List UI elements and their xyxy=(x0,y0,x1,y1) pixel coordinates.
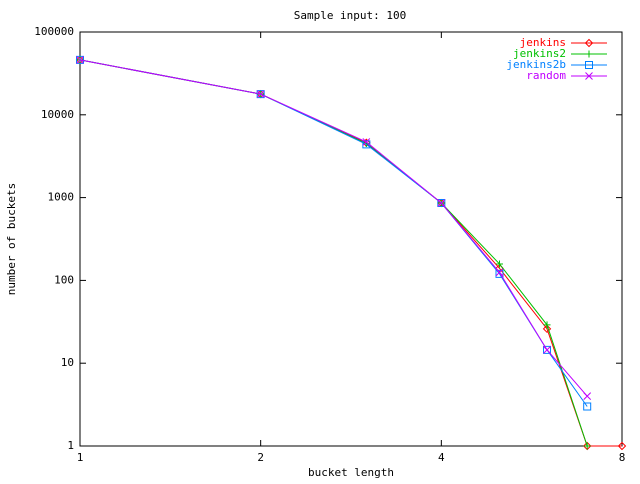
marker xyxy=(256,90,265,98)
legend-label: random xyxy=(526,69,566,82)
y-tick-label: 100000 xyxy=(34,25,74,38)
legend-label: jenkins2b xyxy=(506,58,566,71)
y-axis-label: number of buckets xyxy=(5,183,18,296)
marker xyxy=(76,55,84,64)
y-tick-label: 1 xyxy=(67,439,74,452)
marker xyxy=(543,321,551,329)
chart-title: Sample input: 100 xyxy=(294,9,407,22)
marker xyxy=(585,72,593,80)
series-line xyxy=(79,59,588,447)
y-tick-label: 1000 xyxy=(48,191,75,204)
marker xyxy=(585,50,593,58)
legend-label: jenkins2 xyxy=(513,47,566,60)
marker xyxy=(495,260,503,268)
y-tick-label: 100 xyxy=(54,273,74,286)
marker xyxy=(76,56,84,64)
marker xyxy=(583,402,592,411)
x-axis-label: bucket length xyxy=(308,466,394,479)
marker xyxy=(362,138,371,146)
x-tick-label: 2 xyxy=(257,451,264,464)
series-line xyxy=(79,59,622,447)
marker xyxy=(585,61,593,69)
marker xyxy=(542,324,552,334)
series-line xyxy=(79,59,588,397)
marker xyxy=(617,441,627,451)
marker xyxy=(256,90,265,99)
marker xyxy=(583,442,591,450)
series-line xyxy=(79,59,588,407)
y-tick-label: 10 xyxy=(61,356,74,369)
x-tick-label: 1 xyxy=(77,451,84,464)
marker xyxy=(543,345,551,354)
x-tick-label: 8 xyxy=(619,451,626,464)
legend-label: jenkins xyxy=(520,36,566,49)
x-tick-label: 4 xyxy=(438,451,445,464)
marker xyxy=(583,392,592,401)
plot-frame xyxy=(79,31,623,447)
marker xyxy=(437,199,446,207)
y-tick-label: 10000 xyxy=(41,108,74,121)
marker xyxy=(495,268,504,277)
marker xyxy=(584,38,594,48)
